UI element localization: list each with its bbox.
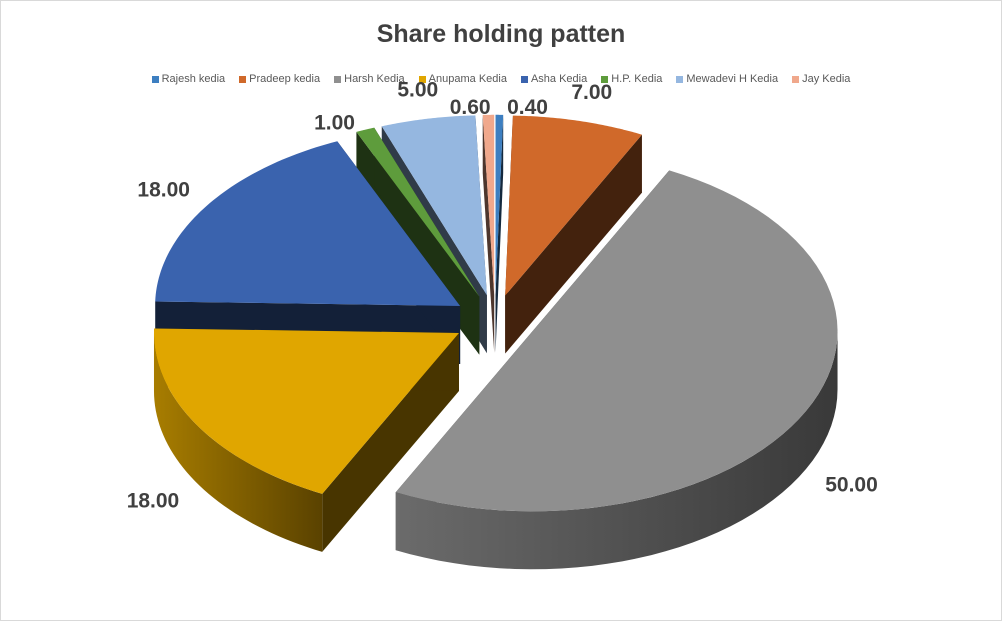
legend-label: Rajesh kedia <box>161 73 226 85</box>
data-label: 0.40 <box>507 96 548 119</box>
legend-swatch <box>239 75 247 83</box>
chart-title: Share holding patten <box>376 20 626 48</box>
pie-slice-3 <box>153 328 459 552</box>
legend-swatch <box>520 75 528 83</box>
slice-top-face <box>381 115 487 296</box>
slice-top-face <box>495 114 504 295</box>
legend-label: H.P. Kedia <box>611 73 663 85</box>
data-label: 18.00 <box>127 489 180 512</box>
legend-item: Mewadevi H Kedia <box>676 73 778 85</box>
legend-swatch <box>792 75 800 83</box>
legend-swatch <box>418 75 426 83</box>
legend-label: Mewadevi H Kedia <box>686 73 779 85</box>
slice-top-face <box>395 170 838 512</box>
data-label: 7.00 <box>571 81 612 104</box>
legend-item: H.P. Kedia <box>601 73 662 85</box>
legend-item: Jay Kedia <box>792 73 850 85</box>
pie-slice-0 <box>495 114 504 353</box>
data-label: 0.60 <box>450 96 491 119</box>
legend-item: Pradeep kedia <box>239 73 320 85</box>
pie-slice-1 <box>505 115 642 354</box>
data-label: 5.00 <box>397 79 438 102</box>
slice-top-face <box>356 127 480 297</box>
legend-label: Anupama Kedia <box>428 73 507 85</box>
legend-swatch <box>676 75 684 83</box>
legend: Rajesh kedia Pradeep kedia Harsh Kedia Anup… <box>0 73 1002 85</box>
legend-swatch <box>334 75 342 83</box>
slice-top-face <box>155 141 461 306</box>
legend-item: Rajesh kedia <box>151 73 226 85</box>
legend-item: Asha Kedia <box>520 73 588 85</box>
data-label: 18.00 <box>137 179 190 202</box>
legend-swatch <box>151 75 159 83</box>
legend-item: Anupama Kedia <box>418 73 507 85</box>
legend-swatch <box>601 75 609 83</box>
data-label: 50.00 <box>825 474 878 497</box>
slice-top-face <box>482 114 495 295</box>
slice-outer-wall <box>153 332 323 552</box>
slice-side-face <box>495 114 504 353</box>
slice-side-face <box>482 114 495 353</box>
slice-outer-wall <box>395 331 838 570</box>
data-label: 1.00 <box>314 111 355 134</box>
slice-top-face <box>505 115 642 296</box>
pie-slice-7 <box>482 114 495 353</box>
pie-slice-2 <box>395 170 838 570</box>
slice-top-face <box>153 328 459 494</box>
slice-side-face <box>505 134 642 354</box>
legend-label: Asha Kedia <box>530 73 588 85</box>
legend-item: Harsh Kedia <box>334 73 405 85</box>
legend-label: Pradeep kedia <box>249 73 321 85</box>
legend-label: Jay Kedia <box>802 73 851 85</box>
legend-label: Harsh Kedia <box>344 73 405 85</box>
